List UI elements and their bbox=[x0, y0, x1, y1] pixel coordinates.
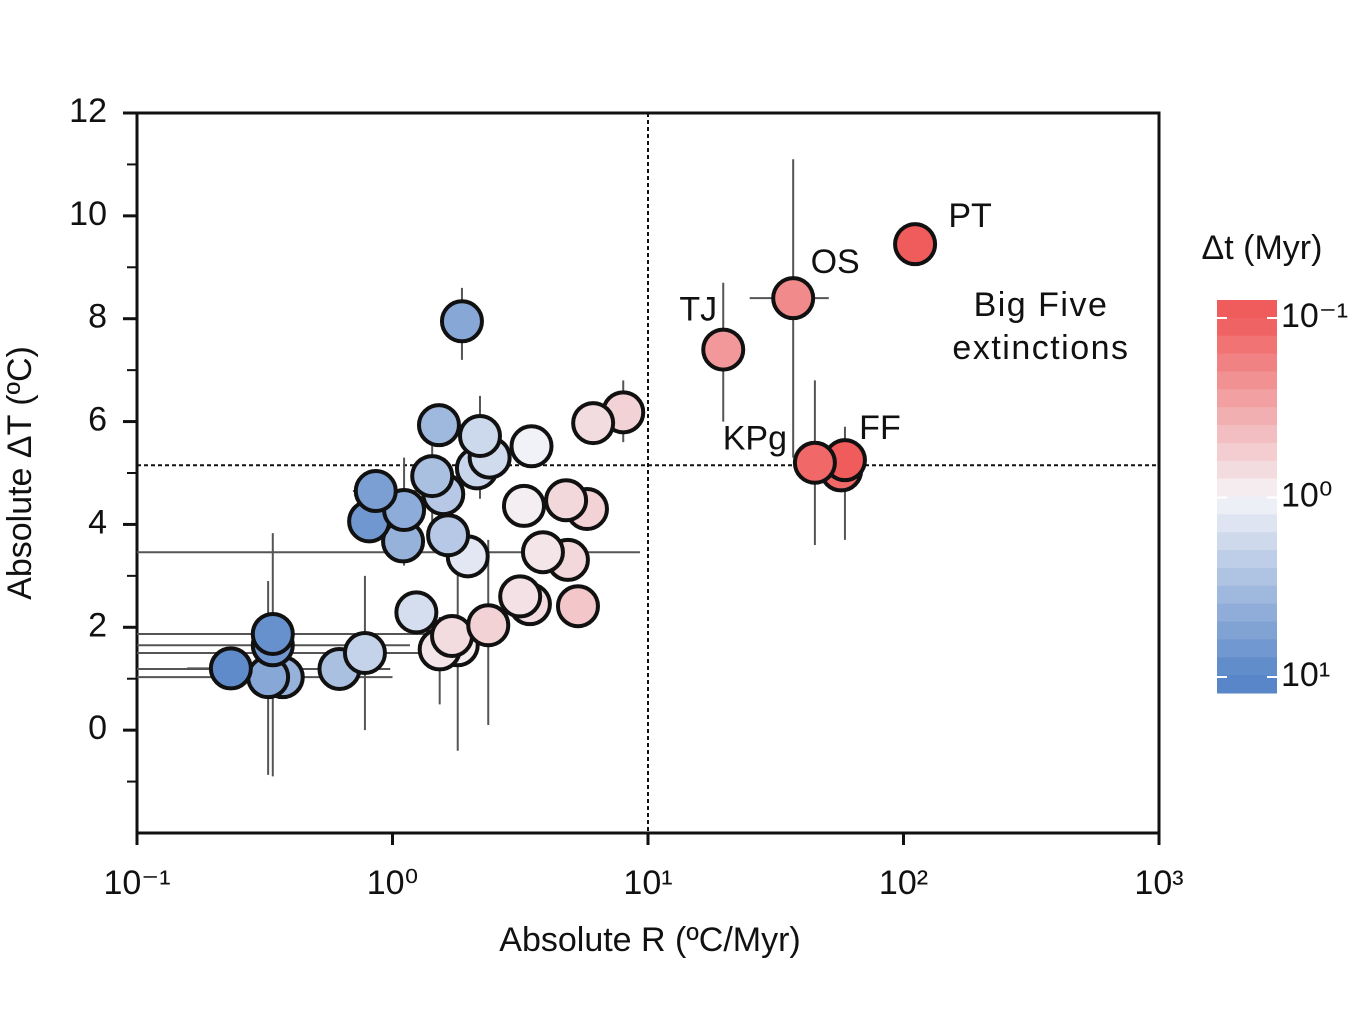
data-point bbox=[416, 403, 461, 448]
colorbar-segment bbox=[1217, 675, 1277, 694]
y-tick-label: 4 bbox=[88, 503, 107, 541]
colorbar-segment bbox=[1217, 567, 1277, 587]
colorbar-segment bbox=[1217, 335, 1277, 355]
data-point bbox=[701, 327, 746, 372]
data-point bbox=[771, 276, 816, 321]
colorbar-segment bbox=[1217, 532, 1277, 551]
colorbar-segment bbox=[1217, 621, 1277, 640]
data-point bbox=[439, 299, 484, 344]
point-label: FF bbox=[859, 409, 901, 447]
data-point bbox=[544, 478, 589, 523]
data-point bbox=[792, 440, 837, 485]
data-point bbox=[353, 469, 398, 513]
data-point bbox=[457, 413, 502, 458]
point-label: PT bbox=[948, 197, 991, 235]
data-point bbox=[520, 530, 565, 575]
x-tick-label: 10⁻¹ bbox=[103, 864, 170, 902]
colorbar-segment bbox=[1217, 639, 1277, 658]
data-point bbox=[430, 614, 475, 659]
data-point bbox=[555, 584, 600, 629]
colorbar-segment bbox=[1217, 603, 1277, 623]
data-point bbox=[410, 454, 455, 499]
data-point bbox=[250, 611, 295, 656]
y-tick-label: 6 bbox=[88, 401, 107, 439]
x-tick-label: 10¹ bbox=[623, 864, 672, 902]
colorbar-segment bbox=[1217, 371, 1277, 390]
y-tick-label: 8 bbox=[88, 298, 107, 336]
y-tick-label: 10 bbox=[69, 195, 107, 233]
y-tick-label: 0 bbox=[88, 709, 107, 747]
data-point bbox=[394, 590, 439, 635]
data-point bbox=[509, 424, 554, 469]
colorbar-tick-label: 10¹ bbox=[1281, 656, 1330, 694]
x-axis-label: Absolute R (ºC/Myr) bbox=[499, 921, 800, 959]
data-point bbox=[501, 483, 546, 528]
x-tick-label: 10⁰ bbox=[367, 864, 418, 902]
colorbar-tick-label: 10⁻¹ bbox=[1281, 297, 1348, 335]
colorbar-segment bbox=[1217, 425, 1277, 444]
colorbar-segment bbox=[1217, 389, 1277, 408]
colorbar-tick-label: 10⁰ bbox=[1281, 476, 1332, 514]
colorbar-segment bbox=[1217, 353, 1277, 372]
annotation: extinctions bbox=[952, 329, 1129, 367]
data-point bbox=[571, 401, 616, 446]
colorbar-segment bbox=[1217, 496, 1277, 515]
y-tick-label: 12 bbox=[69, 92, 107, 130]
data-point bbox=[208, 646, 253, 691]
colorbar-segment bbox=[1217, 585, 1277, 605]
colorbar-segment bbox=[1217, 460, 1277, 480]
colorbar-segment bbox=[1217, 514, 1277, 533]
y-tick-label: 2 bbox=[88, 606, 107, 644]
point-label: KPg bbox=[723, 420, 787, 458]
point-label: OS bbox=[811, 243, 860, 281]
colorbar-segment bbox=[1217, 442, 1277, 462]
data-point bbox=[498, 574, 543, 619]
data-point bbox=[893, 222, 938, 267]
colorbar-label: Δt (Myr) bbox=[1202, 229, 1323, 267]
colorbar-segment bbox=[1217, 407, 1277, 426]
x-tick-label: 10³ bbox=[1134, 864, 1183, 902]
data-point bbox=[426, 513, 471, 558]
x-tick-label: 10² bbox=[879, 864, 928, 902]
colorbar-segment bbox=[1217, 317, 1277, 337]
colorbar-segment bbox=[1217, 300, 1277, 319]
colorbar-segment bbox=[1217, 550, 1277, 569]
data-point bbox=[466, 603, 511, 648]
y-axis-label: Absolute ΔT (ºC) bbox=[1, 346, 39, 600]
colorbar-segment bbox=[1217, 657, 1277, 676]
data-point bbox=[342, 631, 387, 675]
colorbar-segment bbox=[1217, 478, 1277, 497]
point-label: TJ bbox=[679, 291, 717, 329]
annotation: Big Five bbox=[974, 286, 1109, 324]
